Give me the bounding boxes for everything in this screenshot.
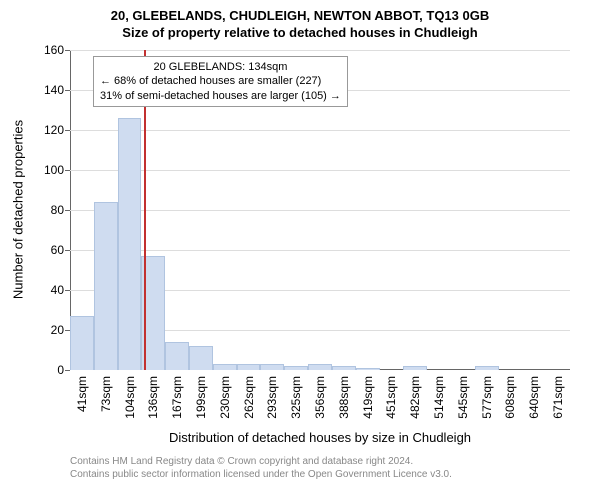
footer-attribution: Contains HM Land Registry data © Crown c…	[70, 455, 452, 481]
xtick-label: 514sqm	[432, 376, 446, 419]
histogram-bar	[332, 366, 356, 370]
annotation-line: ← 68% of detached houses are smaller (22…	[100, 74, 341, 88]
histogram-bar	[284, 366, 308, 370]
xtick-label: 230sqm	[218, 376, 232, 419]
xtick-label: 104sqm	[123, 376, 137, 419]
histogram-bar	[237, 364, 261, 370]
histogram-bar	[213, 364, 237, 370]
chart-subtitle-line2: Size of property relative to detached ho…	[0, 25, 600, 42]
xtick-label: 577sqm	[480, 376, 494, 419]
ytick-label: 60	[51, 243, 70, 257]
histogram-bar	[475, 366, 499, 370]
y-axis-label: Number of detached properties	[11, 110, 26, 310]
xtick-label: 41sqm	[75, 376, 89, 412]
xtick-label: 136sqm	[146, 376, 160, 419]
histogram-bar	[260, 364, 284, 370]
xtick-label: 356sqm	[313, 376, 327, 419]
ytick-label: 0	[57, 363, 70, 377]
xtick-label: 73sqm	[99, 376, 113, 412]
histogram-bar	[403, 366, 427, 370]
chart-plot-area: 02040608010012014016041sqm73sqm104sqm136…	[70, 50, 570, 370]
annotation-line: 31% of semi-detached houses are larger (…	[100, 89, 341, 103]
histogram-bar	[118, 118, 142, 370]
histogram-bar	[94, 202, 118, 370]
xtick-label: 325sqm	[289, 376, 303, 419]
footer-line: Contains HM Land Registry data © Crown c…	[70, 455, 452, 468]
xtick-label: 640sqm	[527, 376, 541, 419]
ytick-label: 100	[44, 163, 70, 177]
annotation-box: 20 GLEBELANDS: 134sqm← 68% of detached h…	[93, 56, 348, 107]
xtick-label: 262sqm	[242, 376, 256, 419]
ytick-label: 20	[51, 323, 70, 337]
xtick-label: 671sqm	[551, 376, 565, 419]
histogram-bar	[70, 316, 94, 370]
histogram-bar	[189, 346, 213, 370]
footer-line: Contains public sector information licen…	[70, 468, 452, 481]
ytick-label: 40	[51, 283, 70, 297]
xtick-label: 482sqm	[408, 376, 422, 419]
histogram-bar	[308, 364, 332, 370]
xtick-label: 388sqm	[337, 376, 351, 419]
ytick-label: 140	[44, 83, 70, 97]
annotation-line: 20 GLEBELANDS: 134sqm	[100, 60, 341, 74]
x-axis-label: Distribution of detached houses by size …	[70, 430, 570, 445]
xtick-label: 167sqm	[170, 376, 184, 419]
xtick-label: 451sqm	[384, 376, 398, 419]
histogram-bar	[356, 368, 380, 370]
xtick-label: 545sqm	[456, 376, 470, 419]
ytick-label: 80	[51, 203, 70, 217]
xtick-label: 293sqm	[265, 376, 279, 419]
xtick-label: 199sqm	[194, 376, 208, 419]
xtick-label: 608sqm	[503, 376, 517, 419]
ytick-label: 120	[44, 123, 70, 137]
histogram-bar	[165, 342, 189, 370]
ytick-label: 160	[44, 43, 70, 57]
xtick-label: 419sqm	[361, 376, 375, 419]
chart-title-line1: 20, GLEBELANDS, CHUDLEIGH, NEWTON ABBOT,…	[0, 0, 600, 25]
